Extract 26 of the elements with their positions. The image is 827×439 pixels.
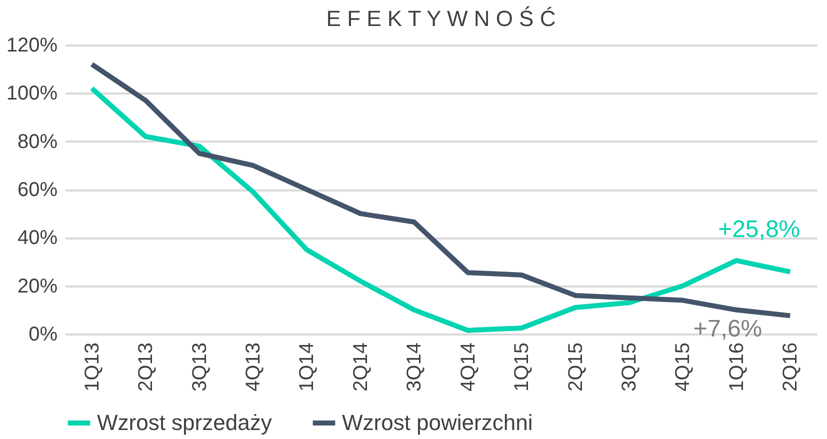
legend-label: Wzrost powierzchni bbox=[342, 410, 533, 435]
chart-title: E F E K T Y W N O Ś Ć bbox=[326, 6, 556, 31]
y-tick-label: 60% bbox=[17, 179, 58, 201]
x-tick-label: 1Q13 bbox=[81, 342, 104, 392]
x-tick-label: 2Q14 bbox=[350, 342, 372, 392]
x-tick-label: 3Q15 bbox=[618, 342, 640, 392]
x-tick-label: 3Q14 bbox=[404, 342, 426, 392]
y-tick-label: 20% bbox=[17, 275, 58, 298]
legend-label: Wzrost sprzedaży bbox=[97, 410, 272, 435]
x-tick-label: 1Q16 bbox=[726, 342, 748, 392]
x-tick-label: 4Q14 bbox=[457, 342, 480, 392]
x-tick-label: 3Q13 bbox=[188, 342, 211, 392]
x-tick-label: 2Q13 bbox=[135, 342, 158, 392]
y-tick-label: 100% bbox=[6, 82, 58, 105]
x-tick-label: 1Q15 bbox=[511, 342, 534, 392]
y-tick-label: 80% bbox=[17, 130, 58, 153]
y-tick-label: 0% bbox=[28, 324, 58, 346]
x-tick-label: 4Q13 bbox=[242, 342, 264, 392]
x-tick-label: 2Q16 bbox=[780, 342, 802, 392]
y-tick-label: 40% bbox=[17, 227, 58, 250]
x-tick-label: 1Q14 bbox=[296, 342, 318, 392]
x-tick-label: 2Q15 bbox=[564, 342, 587, 392]
annotation: +7,6% bbox=[693, 316, 762, 343]
annotation: +25,8% bbox=[718, 216, 800, 243]
x-tick-label: 4Q15 bbox=[672, 342, 694, 392]
y-tick-label: 120% bbox=[6, 34, 58, 56]
